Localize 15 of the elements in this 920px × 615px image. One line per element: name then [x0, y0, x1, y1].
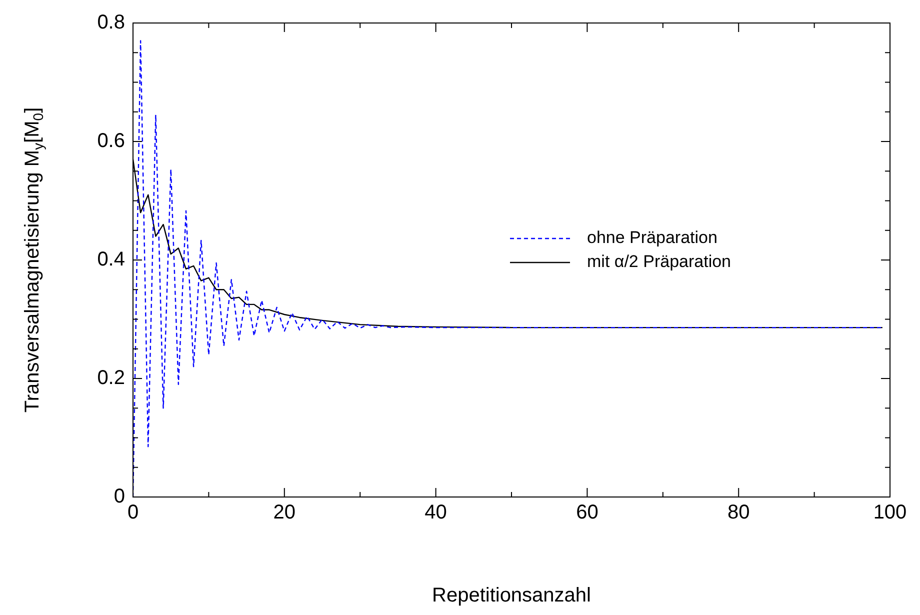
- x-tick-label: 80: [727, 502, 750, 524]
- y-tick-label: 0.8: [97, 12, 125, 34]
- y-axis-title: Transversalmagnetisierung My[M0]: [22, 107, 46, 413]
- y-tick-label: 0: [114, 486, 125, 508]
- x-tick-label: 60: [576, 502, 598, 524]
- x-tick-label: 100: [873, 502, 907, 524]
- x-axis-title: Repetitionsanzahl: [432, 584, 591, 607]
- y-tick-label: 0.4: [97, 248, 125, 271]
- x-tick-label: 0: [127, 502, 139, 524]
- legend-label: ohne Präparation: [587, 228, 718, 248]
- x-tick-label: 20: [273, 502, 296, 524]
- legend-label: mit α/2 Präparation: [587, 252, 732, 272]
- x-tick-label: 40: [424, 502, 447, 524]
- y-tick-label: 0.2: [97, 367, 125, 390]
- y-tick-label: 0.6: [97, 130, 125, 152]
